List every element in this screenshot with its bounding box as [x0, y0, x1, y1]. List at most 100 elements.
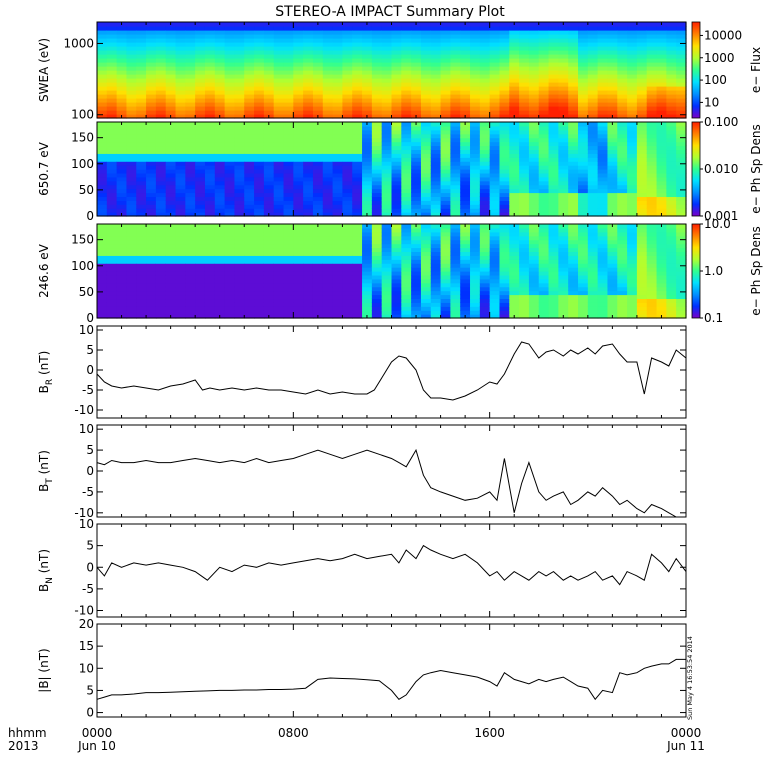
heatmap-cell — [293, 259, 304, 264]
heatmap-cell — [126, 235, 137, 241]
heatmap-cell — [676, 235, 687, 241]
heatmap-cell — [97, 58, 108, 63]
heatmap-cell — [666, 286, 677, 292]
heatmap-cell — [607, 90, 618, 95]
heatmap-cell — [430, 133, 442, 139]
heatmap-cell — [224, 208, 236, 213]
heatmap-cell — [371, 247, 383, 253]
heatmap-cell — [381, 255, 393, 260]
heatmap-cell — [146, 200, 157, 205]
heatmap-cell — [303, 141, 314, 147]
heatmap-cell — [411, 82, 422, 87]
heatmap-cell — [656, 70, 667, 75]
heatmap-cell — [362, 196, 373, 201]
heatmap-cell — [430, 282, 442, 288]
heatmap-cell — [666, 62, 677, 67]
heatmap-cell — [185, 78, 196, 83]
heatmap-cell — [568, 192, 579, 198]
heatmap-cell — [273, 286, 285, 292]
heatmap-cell — [97, 30, 108, 35]
heatmap-cell — [273, 196, 285, 201]
heatmap-cell — [293, 314, 304, 319]
heatmap-cell — [146, 196, 157, 201]
heatmap-cell — [362, 169, 373, 174]
heatmap-cell — [204, 122, 216, 127]
heatmap-cell — [440, 125, 451, 131]
heatmap-cell — [293, 169, 304, 174]
heatmap-cell — [214, 54, 226, 59]
heatmap-cell — [234, 208, 245, 213]
heatmap-cell — [352, 227, 363, 233]
heatmap-cell — [116, 235, 128, 241]
heatmap-cell — [548, 38, 559, 43]
heatmap-cell — [185, 306, 196, 311]
heatmap-cell — [411, 200, 422, 205]
heatmap-cell — [430, 114, 442, 119]
heatmap-cell — [479, 22, 491, 27]
heatmap-cell — [342, 26, 353, 31]
heatmap-cell — [224, 239, 236, 245]
heatmap-cell — [293, 106, 304, 111]
heatmap-cell — [322, 125, 334, 131]
heatmap-cell — [489, 110, 501, 115]
heatmap-cell — [116, 54, 128, 59]
heatmap-cell — [185, 50, 196, 55]
heatmap-cell — [234, 70, 245, 75]
heatmap-cell — [155, 66, 167, 71]
heatmap-cell — [283, 274, 294, 280]
heatmap-cell — [597, 212, 609, 217]
heatmap-cell — [97, 188, 108, 194]
heatmap-cell — [97, 54, 108, 59]
heatmap-cell — [155, 94, 167, 99]
heatmap-cell — [401, 26, 412, 31]
heatmap-cell — [391, 153, 402, 158]
heatmap-cell — [617, 243, 628, 249]
heatmap-cell — [224, 38, 236, 43]
heatmap-cell — [528, 302, 540, 307]
heatmap-cell — [342, 66, 353, 71]
heatmap-cell — [519, 141, 530, 147]
heatmap-cell — [214, 278, 226, 284]
heatmap-cell — [116, 62, 128, 67]
heatmap-cell — [97, 294, 108, 300]
heatmap-cell — [587, 30, 599, 35]
heatmap-cell — [136, 263, 147, 268]
heatmap-cell — [371, 278, 383, 284]
heatmap-cell — [175, 70, 186, 75]
heatmap-cell — [214, 235, 226, 241]
heatmap-cell — [204, 98, 216, 103]
heatmap-cell — [254, 70, 265, 75]
heatmap-cell — [666, 94, 677, 99]
heatmap-cell — [479, 176, 491, 182]
heatmap-cell — [165, 74, 177, 79]
heatmap-cell — [430, 141, 442, 147]
heatmap-cell — [578, 66, 589, 71]
heatmap-cell — [195, 224, 206, 229]
heatmap-cell — [352, 188, 363, 194]
heatmap-cell — [185, 290, 196, 296]
heatmap-cell — [391, 212, 402, 217]
heatmap-cell — [578, 172, 589, 178]
heatmap-cell — [430, 180, 442, 186]
heatmap-cell — [116, 149, 128, 154]
heatmap-cell — [440, 259, 451, 264]
colorbar-gradient — [691, 21, 701, 119]
heatmap-cell — [254, 165, 265, 170]
heatmap-cell — [666, 110, 677, 115]
heatmap-cell — [155, 176, 167, 182]
heatmap-cell — [646, 271, 658, 276]
heatmap-cell — [646, 161, 658, 166]
heatmap-cell — [568, 125, 579, 131]
heatmap-cell — [509, 50, 520, 55]
heatmap-cell — [636, 259, 648, 264]
heatmap-cell — [470, 294, 481, 300]
heatmap-cell — [568, 102, 579, 107]
heatmap-cell — [342, 274, 353, 280]
heatmap-cell — [578, 227, 589, 233]
heatmap-cell — [175, 145, 186, 151]
heatmap-cell — [224, 278, 236, 284]
plot-title: STEREO-A IMPACT Summary Plot — [275, 4, 505, 20]
heatmap-cell — [411, 133, 422, 139]
heatmap-cell — [538, 161, 550, 166]
heatmap-cell — [597, 90, 609, 95]
